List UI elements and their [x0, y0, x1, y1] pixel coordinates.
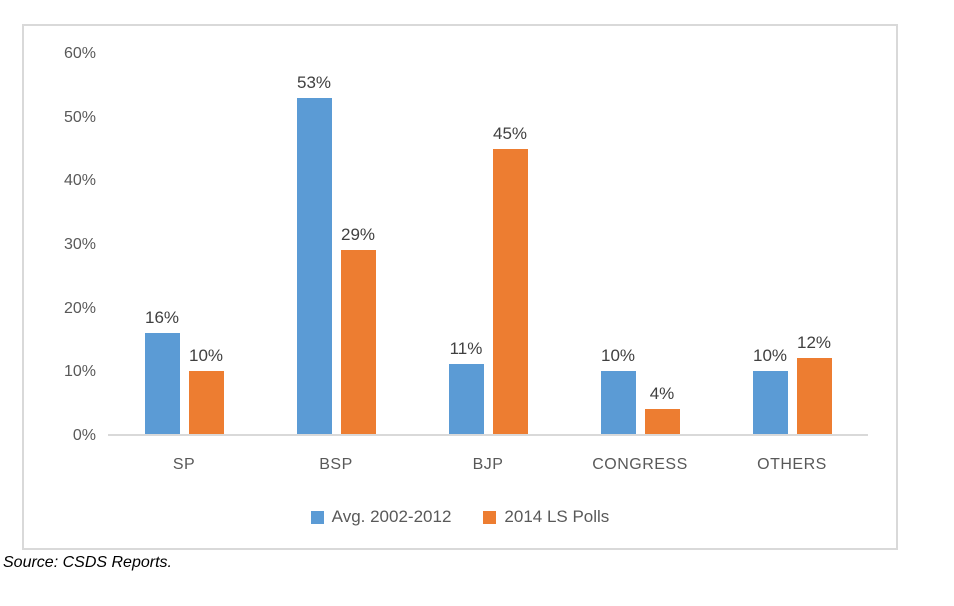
x-axis-label-bsp: BSP	[319, 456, 353, 473]
data-label: 12%	[796, 333, 832, 352]
bar-group-bjp: 11% 45%	[412, 54, 564, 434]
y-axis: 0% 10% 20% 30% 40% 50% 60%	[24, 45, 96, 444]
y-axis-tick-label: 50%	[63, 108, 96, 126]
bar-congress-series-2: 4%	[644, 54, 680, 434]
bar-rect	[448, 364, 484, 434]
x-axis-label-congress: CONGRESS	[592, 456, 688, 473]
bar-sp-series-1: 16%	[144, 54, 180, 434]
y-axis-tick-label: 0%	[72, 427, 96, 444]
y-axis-tick-label: 30%	[63, 236, 96, 253]
bar-others-series-1: 10%	[752, 54, 788, 434]
data-label: 11%	[449, 339, 483, 359]
bar-rect	[188, 370, 224, 434]
bar-rect	[492, 149, 528, 434]
x-axis-label-others: OTHERS	[757, 456, 827, 473]
x-axis-label-sp: SP	[172, 456, 196, 473]
bar-congress-series-1: 10%	[600, 54, 636, 434]
data-label: 10%	[188, 345, 224, 365]
bar-rect	[644, 408, 680, 434]
legend-swatch-orange-icon	[483, 510, 497, 524]
y-axis-tick-label: 40%	[63, 172, 96, 190]
bar-bjp-series-2: 45%	[492, 54, 528, 434]
legend-label-series-2: 2014 LS Polls	[504, 507, 610, 526]
legend-label-series-1: Avg. 2002-2012	[331, 507, 452, 526]
bar-group-congress: 10% 4%	[564, 54, 716, 434]
bar-rect	[752, 370, 788, 434]
data-label: 4%	[649, 383, 675, 403]
legend: Avg. 2002-2012 2014 LS Polls	[24, 507, 896, 527]
data-label: 53%	[296, 73, 332, 93]
bar-rect	[144, 332, 180, 434]
y-axis-tick-label: 10%	[63, 363, 96, 381]
bar-group-others: 10% 12%	[716, 54, 868, 434]
y-axis-tick-label: 20%	[63, 299, 96, 317]
chart-container: 0% 10% 20% 30% 40% 50% 60% 16% 10% 53% 29% 11% 45% 1…	[22, 24, 898, 550]
bar-rect	[340, 250, 376, 434]
bar-bsp-series-1: 53%	[296, 54, 332, 434]
data-label: 16%	[144, 307, 180, 327]
legend-item-series-1: Avg. 2002-2012	[310, 507, 452, 527]
bar-others-series-2: 12%	[796, 54, 832, 434]
bar-rect	[296, 98, 332, 434]
data-label: 10%	[752, 345, 788, 365]
bar-bsp-series-2: 29%	[340, 54, 376, 434]
data-label: 10%	[600, 345, 636, 365]
source-note: Source: CSDS Reports.	[3, 554, 172, 571]
legend-item-series-2: 2014 LS Polls	[483, 507, 609, 527]
y-axis-tick-label: 60%	[63, 45, 96, 62]
bar-group-sp: 16% 10%	[108, 54, 260, 434]
bar-group-bsp: 53% 29%	[260, 54, 412, 434]
data-label: 29%	[340, 225, 376, 245]
data-label: 45%	[492, 124, 528, 143]
x-axis-labels: SP BSP BJP CONGRESS OTHERS	[108, 456, 868, 474]
legend-swatch-blue-icon	[310, 510, 324, 524]
x-axis-label-bjp: BJP	[472, 456, 504, 473]
bar-bjp-series-1: 11%	[448, 54, 484, 434]
bar-rect	[600, 370, 636, 434]
bar-rect	[796, 358, 832, 434]
bar-sp-series-2: 10%	[188, 54, 224, 434]
plot-area: 16% 10% 53% 29% 11% 45% 10% 4% 10% 12%	[108, 54, 868, 436]
